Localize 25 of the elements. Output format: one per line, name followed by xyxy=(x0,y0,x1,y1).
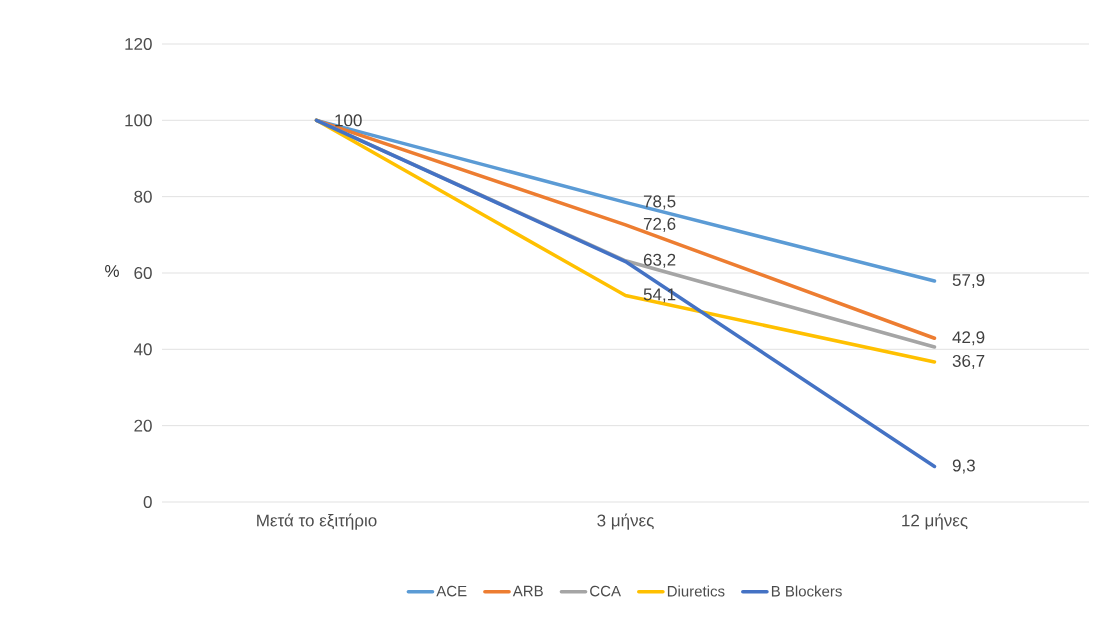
legend-label: ARB xyxy=(512,585,543,597)
data-label: 63,2 xyxy=(643,253,676,268)
x-tick-label: 12 μήνες xyxy=(902,513,968,530)
y-tick-label: 0 xyxy=(143,495,152,509)
y-tick-label: 120 xyxy=(125,37,152,51)
legend-label: CCA xyxy=(590,585,621,597)
y-axis-title: % xyxy=(105,265,119,277)
y-tick-label: 40 xyxy=(133,343,152,356)
y-tick-label: 20 xyxy=(134,419,152,432)
x-tick-label: 3 μήνες xyxy=(597,513,654,530)
y-tick-label: 80 xyxy=(134,190,152,203)
legend-label: B Blockers xyxy=(771,585,842,597)
x-tick-label: Μετά το εξιτήριο xyxy=(257,513,377,530)
data-label: 36,7 xyxy=(952,354,985,369)
data-label: 57,9 xyxy=(952,273,985,289)
y-tick-label: 60 xyxy=(134,266,152,280)
data-label: 9,3 xyxy=(952,459,975,474)
data-label: 100 xyxy=(335,114,362,127)
data-label: 54,1 xyxy=(643,288,676,303)
data-label: 42,9 xyxy=(952,331,985,346)
legend-label: ACE xyxy=(436,585,467,597)
y-tick-label: 100 xyxy=(125,114,152,127)
data-label: 78,5 xyxy=(643,195,676,210)
legend-label: Diuretics xyxy=(667,585,725,597)
data-label: 72,6 xyxy=(643,217,676,232)
